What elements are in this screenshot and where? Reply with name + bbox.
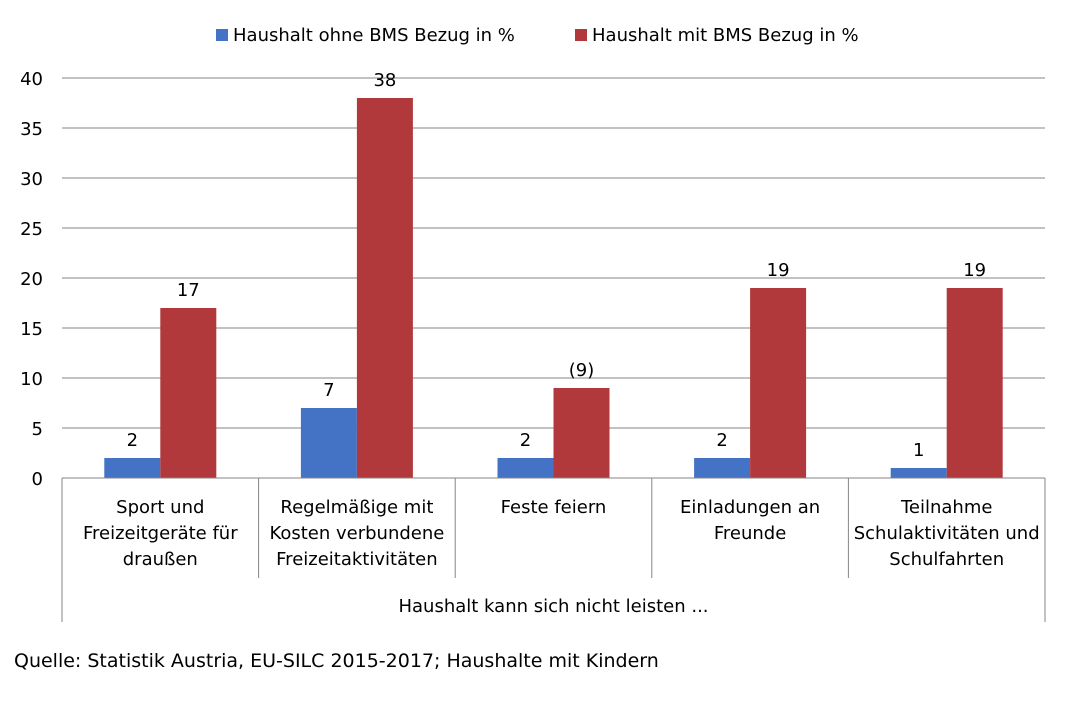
gridlines [62, 77, 1045, 429]
bar-chart: Haushalt ohne BMS Bezug in % Haushalt mit… [20, 25, 1046, 622]
bar-series1-cat1 [104, 458, 161, 478]
data-label: 17 [177, 280, 200, 301]
y-tick-label: 15 [20, 319, 43, 340]
legend-label-1: Haushalt ohne BMS Bezug in % [233, 25, 515, 46]
y-tick-label: 5 [32, 419, 43, 440]
legend-label-2: Haushalt mit BMS Bezug in % [592, 25, 859, 46]
legend-swatch-2 [575, 29, 587, 41]
bar-series2-cat2 [356, 98, 413, 478]
bar-series1-cat3 [497, 458, 554, 478]
x-axis: Sport und Freizeitgeräte für draußen Regelm… [61, 477, 1046, 622]
y-tick-label: 10 [20, 369, 43, 390]
bar-series1-cat4 [694, 458, 751, 478]
data-label: 38 [373, 70, 396, 91]
category-label: Sport und Freizeitgeräte für draußen [83, 497, 238, 570]
chart-legend: Haushalt ohne BMS Bezug in % Haushalt mit… [216, 25, 859, 46]
data-label: (9) [569, 360, 595, 381]
data-label: 2 [127, 430, 138, 451]
data-label: 7 [323, 380, 334, 401]
bar-series2-cat1 [160, 308, 217, 478]
source-note: Quelle: Statistik Austria, EU-SILC 2015-… [14, 650, 659, 672]
category-label: Feste feiern [501, 497, 607, 518]
bars: 2 17 7 38 2 (9) 2 19 1 19 [104, 70, 1003, 478]
data-label: 19 [963, 260, 986, 281]
x-axis-title: Haushalt kann sich nicht leisten ... [398, 596, 708, 617]
bar-series2-cat5 [946, 288, 1003, 478]
data-label: 1 [913, 440, 924, 461]
bar-series2-cat4 [750, 288, 807, 478]
data-label: 2 [716, 430, 727, 451]
y-tick-label: 30 [20, 169, 43, 190]
bar-series1-cat2 [300, 408, 357, 478]
bar-series2-cat3 [553, 388, 610, 478]
y-tick-label: 0 [32, 469, 43, 490]
category-label: Regelmäßige mit Kosten verbundene Freizeit… [269, 497, 444, 570]
data-label: 19 [767, 260, 790, 281]
y-tick-label: 25 [20, 219, 43, 240]
category-label: Einladungen an Freunde [680, 497, 820, 544]
bar-series1-cat5 [890, 468, 947, 478]
legend-swatch-1 [216, 29, 228, 41]
category-label: Teilnahme Schulaktivitäten und Schulfahrte… [854, 497, 1040, 570]
y-tick-label: 35 [20, 119, 43, 140]
data-label: 2 [520, 430, 531, 451]
y-tick-label: 40 [20, 69, 43, 90]
y-axis: 0 5 10 15 20 25 30 35 40 [20, 69, 43, 490]
y-tick-label: 20 [20, 269, 43, 290]
